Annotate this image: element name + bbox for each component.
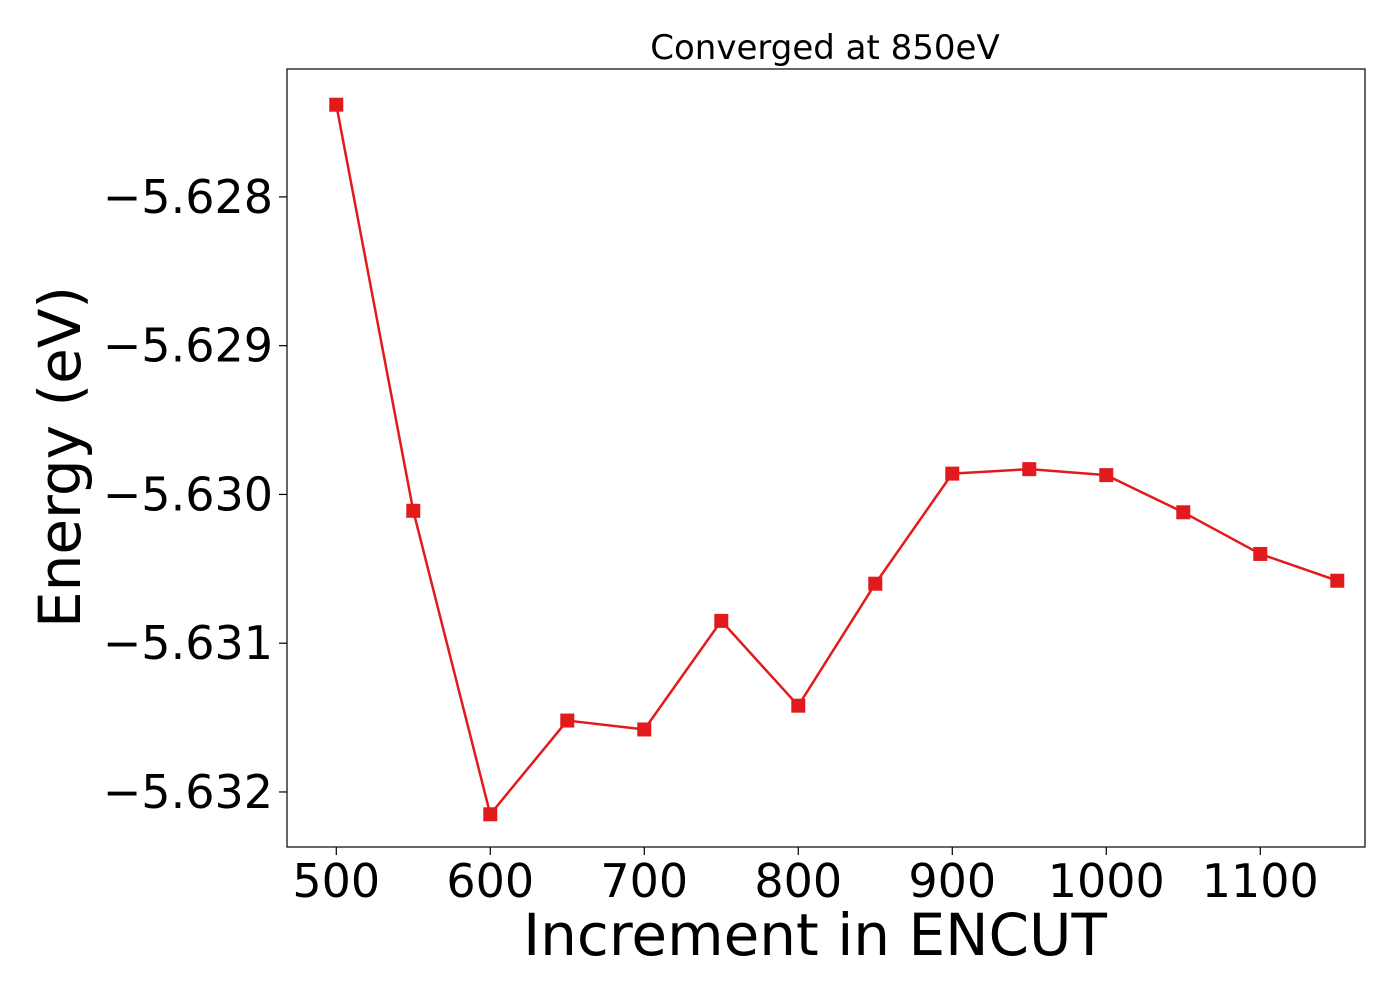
y-axis-label: Energy (eV) [26,286,94,628]
plot-frame [286,68,1366,848]
data-point-marker [714,613,729,628]
data-point-marker [406,503,421,518]
data-point-marker [329,97,344,112]
data-point-marker [560,713,575,728]
x-tick-label: 1000 [1048,854,1165,908]
x-tick-label: 600 [446,854,534,908]
plot-area: 500 600 700 800 900 1000 1100 −5.632 −5.631 −5.63… [103,68,1366,908]
y-tick-label: −5.629 [103,319,273,373]
data-point-marker [637,722,652,737]
data-point-marker [483,807,498,822]
data-point-marker [791,698,806,713]
x-tick-label: 700 [600,854,688,908]
series-line [335,104,1338,816]
data-point-marker [1330,573,1345,588]
data-point-marker [945,466,960,481]
chart-title: Converged at 850eV [650,28,999,68]
x-tick-label: 800 [754,854,842,908]
y-tick-label: −5.630 [103,467,273,521]
x-tick-label: 500 [292,854,380,908]
data-point-marker [1176,505,1191,520]
data-point-marker [868,576,883,591]
x-axis-label: Increment in ENCUT [523,901,1107,969]
data-point-marker [1099,468,1114,483]
y-tick-label: −5.631 [103,616,273,670]
y-tick-label: −5.632 [103,765,273,819]
x-tick-label: 1100 [1202,854,1319,908]
x-tick-label: 900 [908,854,996,908]
y-tick-label: −5.628 [103,170,273,224]
data-point-marker [1022,462,1037,477]
data-point-marker [1253,546,1268,561]
